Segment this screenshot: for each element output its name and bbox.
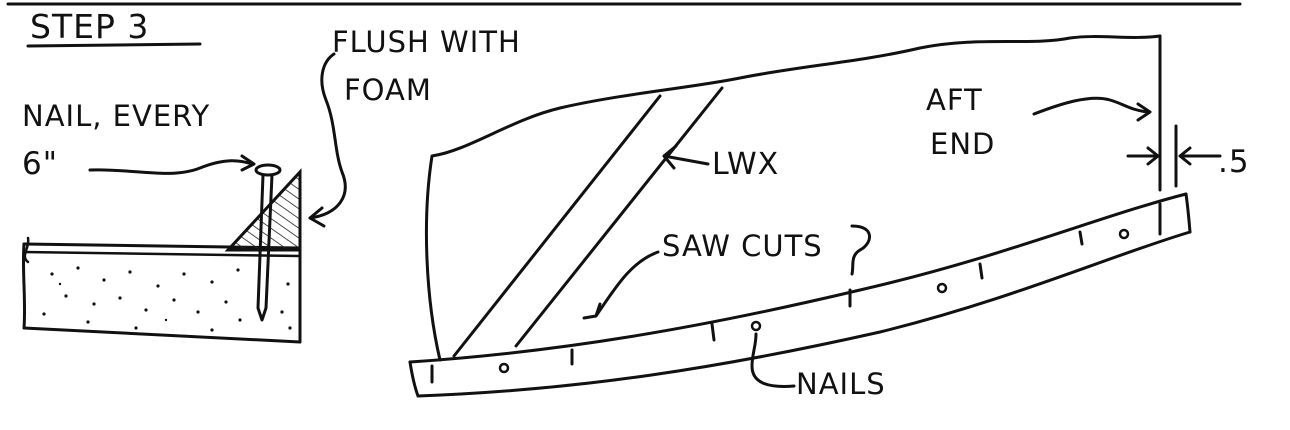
nail-leader-line [88,159,254,175]
panel-outline [424,34,1162,362]
lwx-leader [662,144,710,170]
nails-label: NAILS [796,367,886,401]
step-title: STEP 3 [30,7,149,46]
nail-leader-arrow [240,154,256,172]
hatched-wedge [224,168,302,252]
lwx-label: LWX [712,147,779,182]
step-title-underline [26,42,202,48]
flush-label-line2: FOAM [344,73,432,107]
flush-label-line1: FLUSH WITH [332,25,521,59]
nails-leader [750,332,796,388]
lwx-strip-edge-2 [514,86,724,348]
aft-leader-arrow [1136,102,1152,122]
aft-label-line2: END [930,127,995,161]
saw-cuts-leader-left [582,250,660,320]
aft-leader [1032,96,1150,116]
lwx-strip-edge-1 [452,94,662,358]
batten-strip [408,192,1192,398]
flush-leader-arrow [308,206,326,228]
flush-leader-line [308,52,347,220]
aft-label-line1: AFT [926,83,983,117]
saw-cut-ticks [430,202,1162,384]
nail-holes [498,228,1130,374]
nail-label-line1: NAIL, EVERY [22,99,210,133]
dimension-label: .5 [1218,144,1250,180]
nail-label-line2: 6" [22,146,58,182]
dimension-marker [1126,124,1222,188]
saw-cuts-label: SAW CUTS [662,229,823,263]
nail-icon [254,163,282,322]
saw-cuts-leader-right [850,224,871,276]
